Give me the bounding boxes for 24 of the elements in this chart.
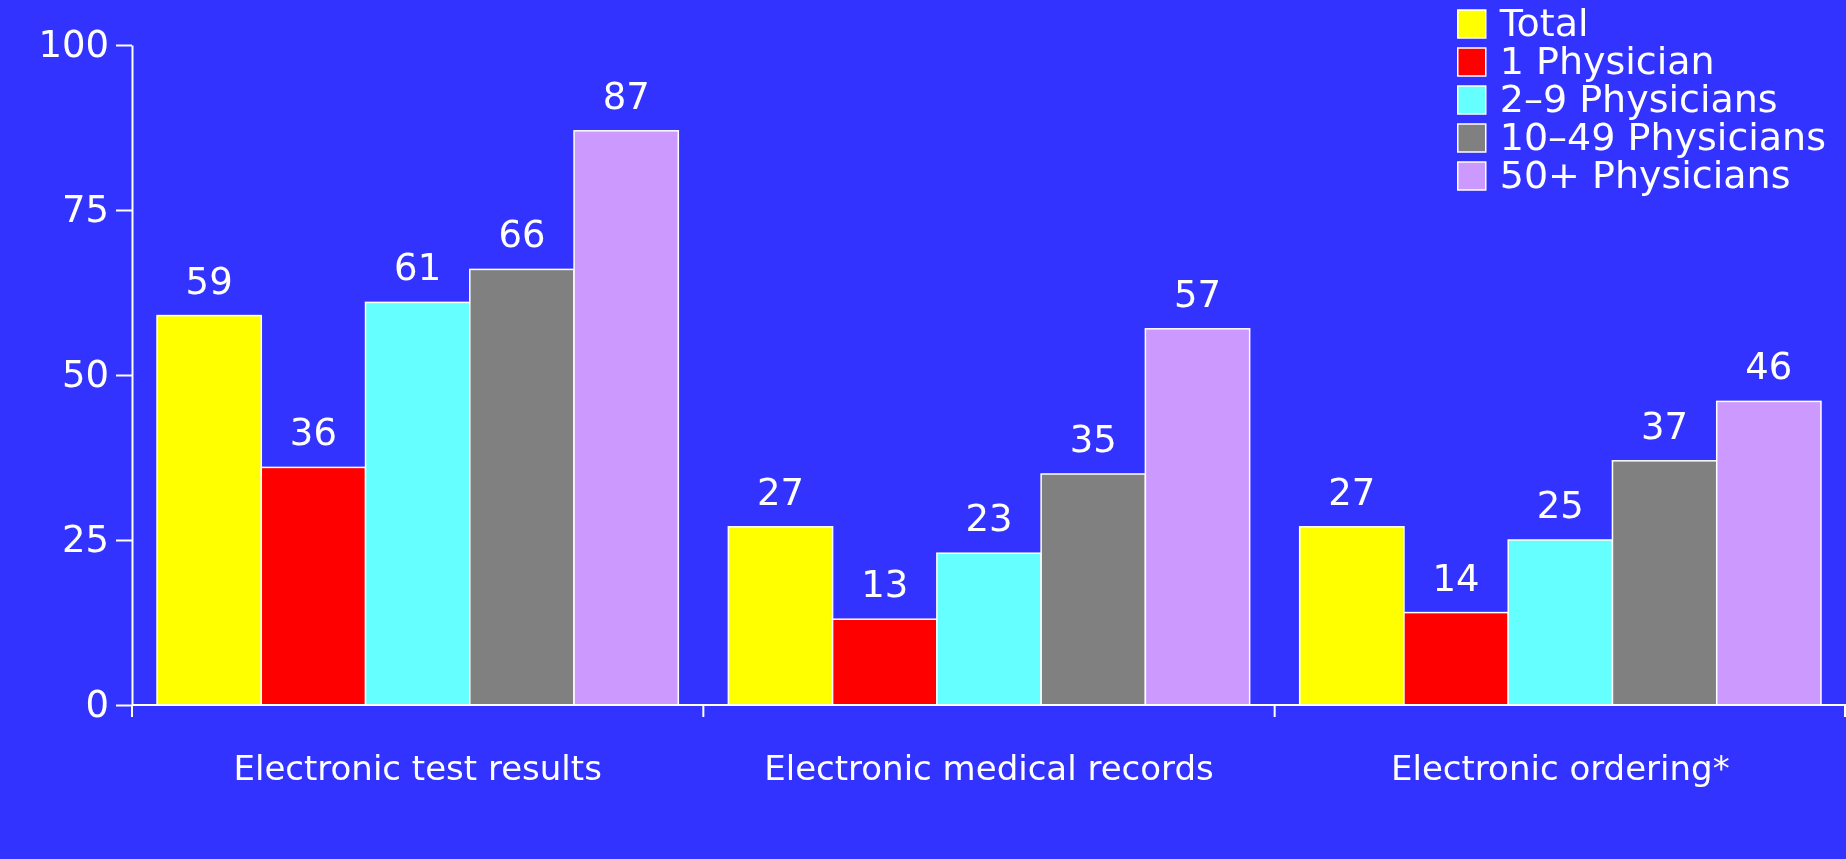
data-label: 35	[1069, 418, 1117, 461]
y-tick-label: 0	[85, 683, 109, 727]
data-label: 13	[861, 563, 909, 607]
data-label: 87	[602, 74, 650, 118]
y-tick-label: 50	[61, 353, 109, 397]
data-label: 27	[756, 470, 805, 514]
data-label: 23	[965, 497, 1013, 541]
y-tick-label: 25	[61, 518, 109, 562]
data-label: 37	[1641, 404, 1689, 448]
data-label: 61	[394, 246, 442, 290]
x-tick-label: Electronic test results	[233, 748, 602, 788]
data-label: 46	[1745, 345, 1793, 389]
data-label: 14	[1432, 556, 1480, 600]
data-label: 66	[498, 213, 546, 257]
data-label: 25	[1536, 484, 1584, 527]
data-label: 36	[289, 411, 337, 455]
x-tick-label: Electronic medical records	[764, 748, 1214, 788]
data-label: 27	[1328, 470, 1376, 514]
y-tick-label: 75	[61, 188, 109, 232]
legend-label: Total	[1498, 1, 1589, 45]
x-tick-label: Electronic ordering*	[1391, 748, 1730, 788]
data-label: 59	[185, 259, 233, 303]
y-tick-label: 100	[38, 23, 109, 67]
data-label: 57	[1173, 272, 1222, 316]
